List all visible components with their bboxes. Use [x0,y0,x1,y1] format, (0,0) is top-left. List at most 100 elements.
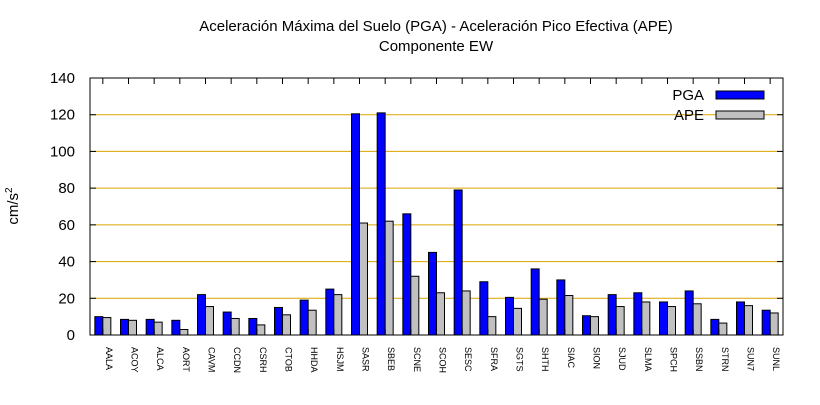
grid-lines [90,114,783,299]
x-tick-label: HHDA [309,347,319,373]
y-tick-label: 80 [58,180,75,197]
legend-label-pga: PGA [672,87,704,104]
bar-ape-csrh [256,324,266,336]
y-tick-label: 0 [67,327,75,344]
bar-ape-alca [153,321,163,336]
bar-pga-sesc [453,189,463,336]
bar-pga-sgts [505,296,514,336]
x-tick-label: SLMA [643,347,653,372]
bar-ape-sfra [487,316,497,336]
bar-ape-shth [538,298,548,336]
x-tick-label: ACOY [130,347,140,373]
legend: PGA APE [672,87,765,124]
bar-ape-sesc [461,290,471,336]
bar-pga-slma [633,292,643,336]
y-tick-label: 140 [50,70,75,87]
bar-pga-aort [171,319,181,336]
bar-pga-scne [402,213,412,336]
bar-pga-ssbn [684,290,694,336]
x-tick-label: SGTS [515,347,525,372]
bar-ape-sunl [769,312,779,336]
bar-pga-sunl [761,309,771,336]
bar-ape-sun7 [744,305,753,336]
bar-ape-hsjm [333,294,343,336]
x-tick-label: SUN7 [746,347,756,371]
bar-pga-sion [582,315,591,336]
x-tick-label: AALA [104,347,114,370]
x-tick-label: CTOB [284,347,294,372]
y-tick-label: 100 [50,143,75,160]
y-tick-label: 120 [50,107,75,124]
bar-ape-sjud [615,306,625,336]
bar-ape-ctob [282,314,291,336]
bar-pga-alca [145,318,155,336]
bar-ape-strn [718,322,728,336]
bar-pga-strn [710,318,720,336]
x-tick-label: CSRH [258,347,268,373]
x-tick-label: CCDN [232,347,242,373]
bar-pga-sasr [351,113,360,336]
bar-ape-scne [410,275,420,336]
legend-label-ape: APE [674,107,704,124]
x-tick-label: SHTH [540,347,550,372]
chart-title: Aceleración Máxima del Suelo (PGA) - Ace… [199,18,673,35]
bar-pga-hhda [299,299,309,336]
x-tick-label: ALCA [155,347,165,371]
bar-pga-sbeb [376,112,386,336]
bar-pga-ctob [274,306,283,336]
bar-ape-cavm [205,306,214,336]
bar-pga-sfra [479,281,489,336]
bar-ape-sgts [513,307,522,336]
bar-pga-siac [556,279,566,336]
bar-pga-cavm [197,294,206,336]
legend-swatch-ape [715,110,765,120]
bar-ape-sbeb [384,220,394,336]
y-axis-label-base: cm/s [5,193,22,225]
bar-pga-hsjm [325,288,335,336]
y-tick-label: 40 [58,254,75,271]
bar-ape-hhda [307,309,317,336]
x-tick-label: SCOH [438,347,448,373]
x-tick-label: SUNL [771,347,781,371]
bar-ape-ccdn [230,317,240,336]
bar-ape-siac [564,295,574,336]
x-tick-label: SBEB [386,347,396,371]
x-tick-label: STRN [720,347,730,372]
bar-ape-sasr [359,222,368,336]
bar-ape-sion [590,316,599,336]
bar-ape-spch [667,306,676,336]
bar-ape-aort [179,328,189,336]
bars [94,112,779,336]
bar-ape-acoy [128,319,137,336]
bar-ape-aala [102,317,112,336]
y-axis-label-superscript: 2 [4,187,15,193]
bar-pga-sun7 [736,301,745,336]
bar-pga-sjud [607,294,617,336]
y-tick-label: 20 [58,290,75,307]
y-axis-label: cm/s2 [4,187,22,225]
x-tick-label: SFRA [489,347,499,371]
x-tick-label: SCNE [412,347,422,372]
bar-pga-csrh [248,317,258,336]
x-tick-label: SSBN [694,347,704,372]
x-tick-label: HSJM [335,347,345,372]
x-tick-label: CAVM [207,347,217,372]
y-tick-label: 60 [58,217,75,234]
bar-ape-scoh [436,292,445,336]
bar-pga-scoh [428,251,437,336]
x-tick-label: SJUD [617,347,627,371]
bar-pga-spch [659,301,668,336]
x-tick-label: SASR [361,347,371,372]
bar-ape-slma [641,301,651,336]
bar-ape-ssbn [692,303,702,336]
x-tick-label: SPCH [669,347,679,372]
x-tick-label: SIAC [566,347,576,369]
x-tick-label: SION [592,347,602,369]
bar-pga-acoy [120,318,129,336]
axis-ticks: 0 20 40 60 80 100 120 140 AALA ACOY ALCA AORT CAVM CC… [50,70,783,373]
bar-pga-aala [94,316,104,336]
x-tick-label: AORT [181,347,191,372]
legend-swatch-pga [715,90,765,100]
